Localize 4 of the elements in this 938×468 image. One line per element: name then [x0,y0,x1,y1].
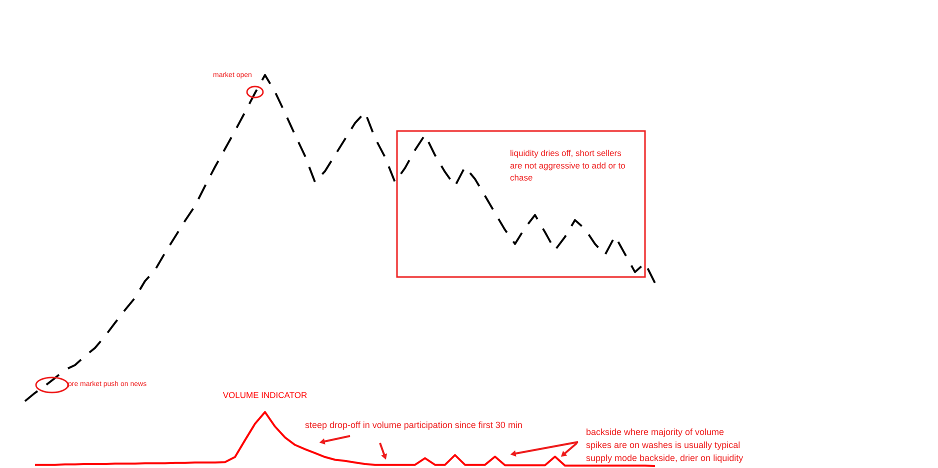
annotation: steep drop-off in volume participation since first 30 min [305,420,522,430]
annotation: liquidity dries off, short sellers are not aggressive to add or to chase [510,148,626,183]
annotation: backside where majority of volume spikes are on washes is usually typical supply mode backside, drier on liquidity [586,427,744,464]
series-label: VOLUME INDICATOR [222,390,308,400]
